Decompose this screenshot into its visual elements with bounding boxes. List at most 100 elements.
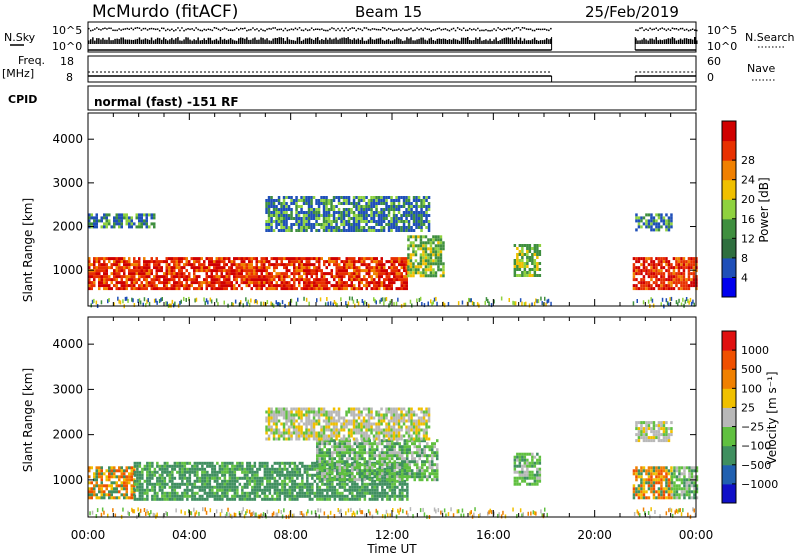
- echo-cell: [424, 235, 428, 239]
- echo-cell: [385, 275, 388, 279]
- echo-cell: [391, 488, 394, 492]
- nsky-bar: [227, 39, 230, 44]
- echo-cell: [373, 457, 376, 461]
- echo-cell: [271, 497, 274, 501]
- echo-cell: [298, 488, 302, 492]
- echo-cell: [218, 476, 222, 480]
- echo-cell: [316, 454, 319, 458]
- echo-cell: [393, 466, 396, 470]
- echo-cell: [375, 208, 378, 211]
- echo-cell: [341, 482, 344, 486]
- ground-scatter-cell: [484, 300, 486, 305]
- echo-cell: [196, 491, 199, 495]
- echo-cell: [336, 482, 339, 486]
- echo-cell: [260, 257, 263, 261]
- echo-cell: [230, 272, 233, 276]
- echo-cell: [151, 494, 154, 498]
- echo-cell: [383, 491, 387, 495]
- nsearch-point: [513, 28, 516, 30]
- echo-cell: [130, 472, 133, 476]
- echo-cell: [397, 205, 401, 208]
- echo-cell: [345, 266, 348, 270]
- echo-cell: [267, 229, 271, 232]
- echo-cell: [388, 472, 391, 476]
- echo-cell: [439, 247, 443, 251]
- echo-cell: [395, 196, 398, 199]
- echo-cell: [523, 265, 527, 268]
- echo-cell: [306, 473, 309, 477]
- nsky-bar: [158, 38, 161, 44]
- echo-cell: [218, 266, 221, 270]
- echo-cell: [363, 472, 366, 476]
- ground-scatter-cell: [675, 300, 678, 305]
- ground-scatter-cell: [546, 299, 548, 304]
- echo-cell: [415, 223, 418, 226]
- echo-cell: [238, 467, 242, 471]
- echo-cell: [95, 269, 98, 273]
- echo-cell: [321, 461, 324, 465]
- echo-cell: [100, 266, 103, 270]
- echo-cell: [422, 244, 425, 248]
- echo-cell: [223, 482, 227, 486]
- nsearch-point: [187, 28, 189, 30]
- echo-cell: [272, 205, 276, 208]
- echo-cell: [330, 284, 333, 288]
- echo-cell: [372, 220, 376, 223]
- echo-cell: [208, 257, 211, 261]
- ground-scatter-cell: [147, 298, 149, 303]
- echo-cell: [353, 457, 356, 461]
- echo-cell: [398, 475, 401, 479]
- echo-cell: [321, 488, 324, 492]
- echo-cell: [280, 281, 283, 285]
- echo-cell: [285, 196, 288, 199]
- echo-cell: [171, 482, 174, 486]
- echo-cell: [93, 487, 96, 491]
- echo-cell: [253, 278, 256, 282]
- echo-cell: [352, 199, 356, 202]
- nsearch-point: [361, 29, 364, 32]
- echo-cell: [153, 225, 156, 229]
- ground-scatter-cell: [217, 302, 219, 307]
- echo-cell: [388, 457, 391, 461]
- echo-cell: [258, 482, 262, 486]
- echo-cell: [165, 260, 168, 264]
- echo-cell: [231, 479, 234, 483]
- nsearch-point: [325, 29, 327, 32]
- echo-cell: [278, 263, 281, 267]
- echo-cell: [270, 226, 273, 229]
- echo-cell: [340, 281, 343, 285]
- echo-cell: [356, 466, 359, 470]
- echo-cell: [362, 205, 366, 208]
- echo-cell: [88, 222, 91, 226]
- echo-cell: [386, 463, 389, 467]
- echo-cell: [273, 476, 277, 480]
- echo-cell: [340, 266, 343, 270]
- echo-cell: [378, 266, 381, 270]
- echo-cell: [198, 476, 202, 480]
- echo-cell: [185, 275, 188, 279]
- echo-cell: [388, 482, 392, 486]
- echo-cell: [123, 263, 126, 267]
- nsky-bar: [456, 39, 459, 44]
- echo-cell: [357, 202, 361, 205]
- ground-scatter-cell: [690, 301, 693, 306]
- echo-cell: [311, 473, 314, 477]
- echo-cell: [657, 213, 661, 217]
- echo-cell: [290, 260, 293, 264]
- echo-cell: [675, 257, 678, 261]
- nsearch-point: [456, 27, 459, 29]
- echo-cell: [108, 266, 111, 270]
- echo-cell: [220, 272, 223, 276]
- echo-cell: [210, 275, 213, 279]
- echo-cell: [140, 225, 143, 229]
- nsearch-point: [436, 28, 439, 30]
- echo-cell: [245, 272, 248, 276]
- echo-cell: [393, 281, 396, 285]
- echo-cell: [407, 268, 410, 272]
- echo-cell: [531, 247, 534, 250]
- echo-cell: [123, 216, 126, 220]
- echo-cell: [393, 445, 396, 449]
- nsky-bar: [458, 40, 461, 44]
- echo-cell: [115, 481, 118, 485]
- echo-cell: [533, 253, 537, 256]
